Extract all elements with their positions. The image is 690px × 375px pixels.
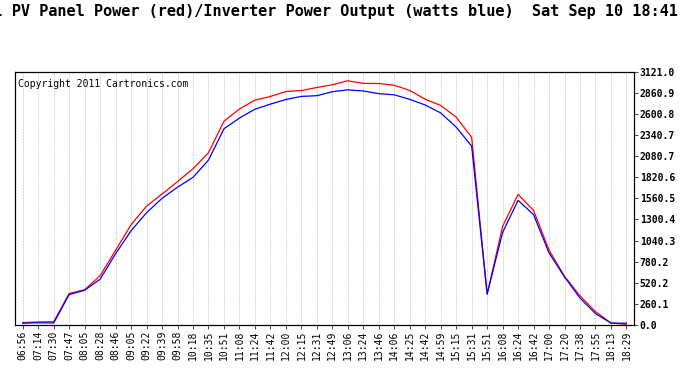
Text: Copyright 2011 Cartronics.com: Copyright 2011 Cartronics.com <box>18 79 188 89</box>
Text: Total PV Panel Power (red)/Inverter Power Output (watts blue)  Sat Sep 10 18:41: Total PV Panel Power (red)/Inverter Powe… <box>0 4 678 19</box>
